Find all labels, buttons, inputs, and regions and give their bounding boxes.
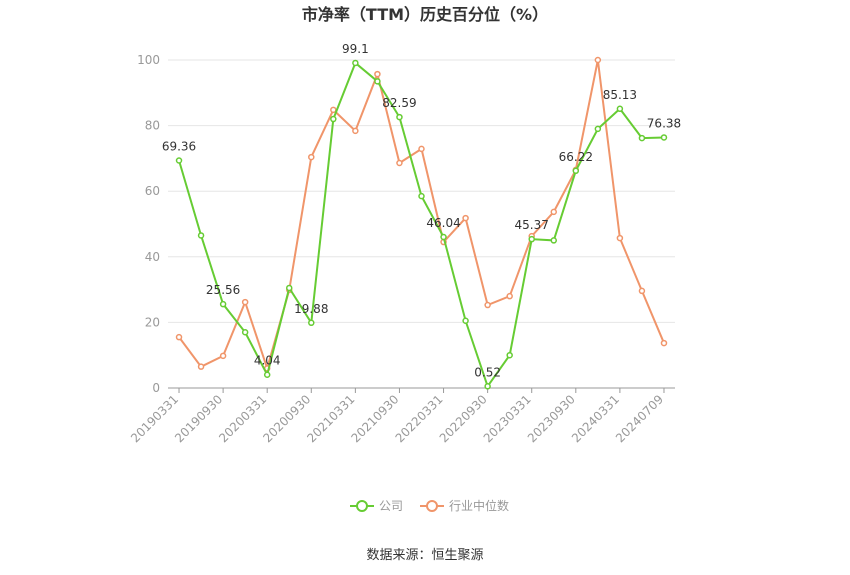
point [175, 333, 183, 341]
point [418, 145, 425, 153]
point [550, 208, 558, 216]
point [462, 317, 469, 325]
point [638, 287, 646, 295]
point [374, 70, 381, 78]
y-tick-label: 40 [145, 250, 160, 264]
point [616, 105, 624, 113]
data-label: 85.13 [603, 88, 637, 102]
point [660, 339, 668, 347]
point [197, 363, 205, 370]
data-label: 0.52 [474, 365, 501, 379]
data-label: 99.1 [342, 42, 369, 56]
point [308, 319, 315, 327]
y-tick-label: 80 [145, 119, 160, 133]
point [506, 351, 513, 359]
y-tick-label: 60 [145, 184, 160, 198]
point [638, 134, 646, 142]
point [219, 352, 227, 360]
point [572, 167, 580, 175]
legend-label: 行业中位数 [449, 498, 509, 513]
data-label: 66.22 [559, 150, 593, 164]
point [352, 127, 359, 135]
data-label: 25.56 [206, 283, 240, 297]
point [396, 159, 403, 167]
legend-marker [356, 500, 368, 512]
data-label: 45.37 [515, 218, 549, 232]
point [175, 157, 183, 164]
y-tick-label: 0 [152, 381, 160, 395]
y-tick-label: 100 [137, 53, 160, 67]
legend-marker [426, 500, 438, 512]
point [263, 371, 271, 378]
series-line [178, 61, 665, 389]
point [616, 234, 624, 242]
point [484, 383, 491, 390]
data-label: 82.59 [382, 96, 416, 110]
chart-title: 市净率（TTM）历史百分位（%） [302, 5, 548, 24]
point [241, 298, 249, 306]
point [506, 292, 513, 300]
point [594, 56, 602, 64]
point [330, 106, 337, 114]
data-label: 69.36 [162, 139, 196, 153]
point [484, 301, 491, 309]
legend-label: 公司 [379, 499, 403, 513]
point [241, 328, 249, 336]
data-label: 4.04 [254, 354, 281, 368]
point [594, 125, 602, 133]
point [660, 134, 668, 141]
source: 数据来源：恒生聚源 [366, 548, 483, 563]
x-tick-label: 20240709 [613, 392, 666, 445]
point [528, 235, 535, 243]
point [440, 233, 447, 241]
point [330, 115, 337, 123]
data-label: 19.88 [294, 302, 328, 316]
point [197, 232, 205, 239]
point [418, 192, 425, 200]
point [550, 237, 558, 244]
point [396, 113, 403, 121]
point [219, 300, 227, 308]
point [462, 214, 469, 222]
y-tick-label: 20 [145, 315, 160, 329]
point [308, 153, 315, 161]
data-label: 76.38 [647, 116, 681, 130]
point [285, 284, 293, 292]
point [374, 78, 381, 85]
point [352, 59, 359, 67]
data-label: 46.04 [426, 216, 460, 230]
